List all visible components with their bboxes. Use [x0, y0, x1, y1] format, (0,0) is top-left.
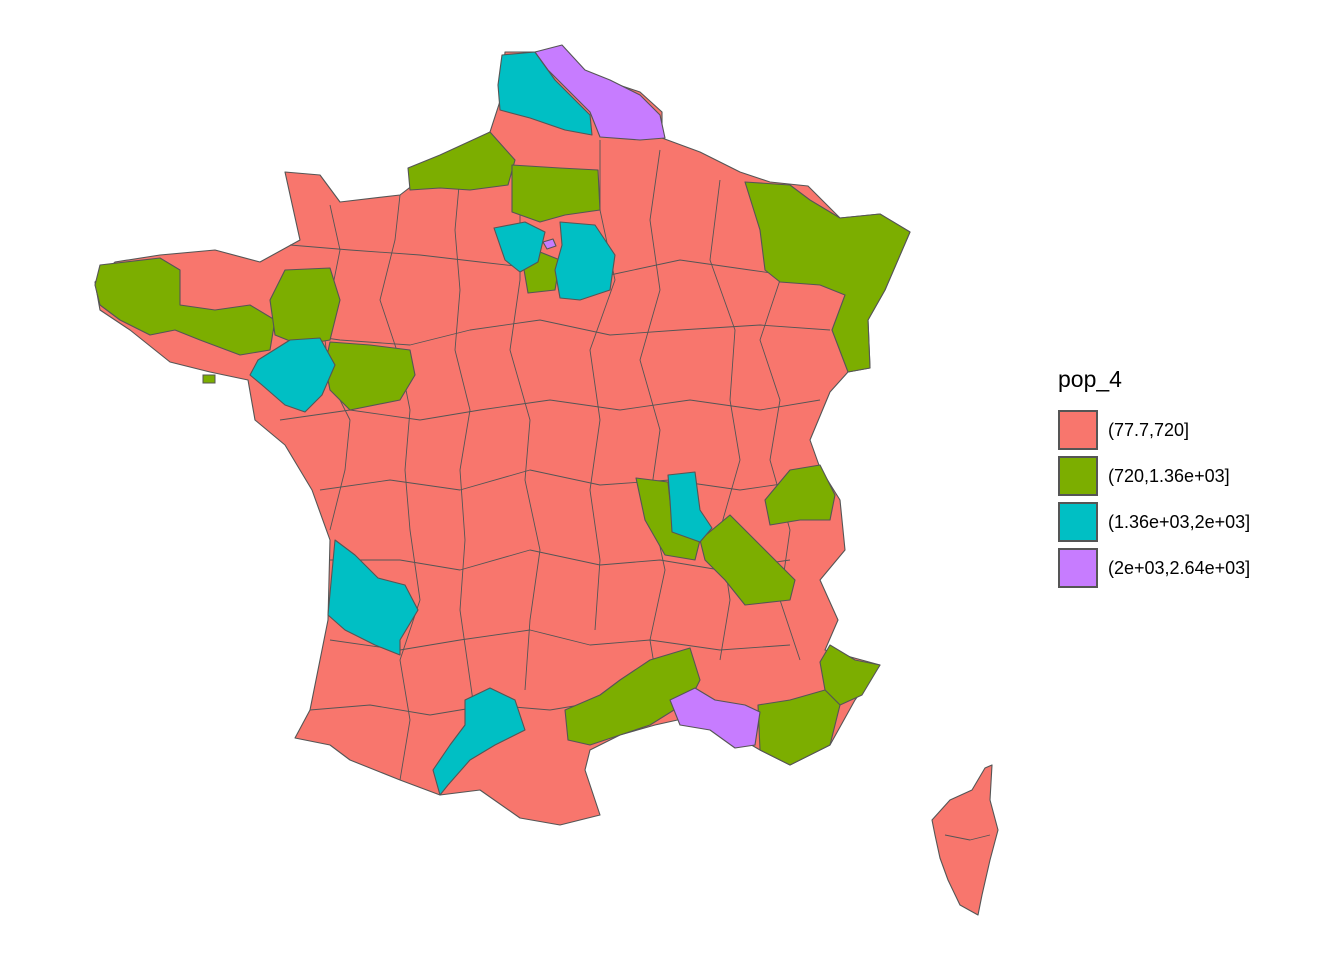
legend-swatch: [1058, 410, 1098, 450]
legend-label: (2e+03,2.64e+03]: [1108, 557, 1251, 578]
legend-label: (77.7,720]: [1108, 419, 1190, 440]
legend-title: pop_4: [1058, 366, 1122, 392]
legend-item: (2e+03,2.64e+03]: [1058, 545, 1250, 591]
legend-swatch: [1058, 456, 1098, 496]
legend-item: (77.7,720]: [1058, 407, 1250, 453]
legend-class-2-regions: [94, 131, 911, 766]
legend-swatch: [1058, 548, 1098, 588]
legend-class-3-regions: [249, 51, 713, 796]
legend-swatch: [1058, 502, 1098, 542]
legend-label: (720,1.36e+03]: [1108, 465, 1230, 486]
map-legend: pop_4 (77.7,720] (720,1.36e+03] (1.36e+0…: [1058, 366, 1250, 591]
legend-item: (720,1.36e+03]: [1058, 453, 1250, 499]
legend-item: (1.36e+03,2e+03]: [1058, 499, 1250, 545]
legend-label: (1.36e+03,2e+03]: [1108, 511, 1251, 532]
legend-class-4-regions: [534, 44, 761, 749]
corsica: [931, 764, 999, 916]
